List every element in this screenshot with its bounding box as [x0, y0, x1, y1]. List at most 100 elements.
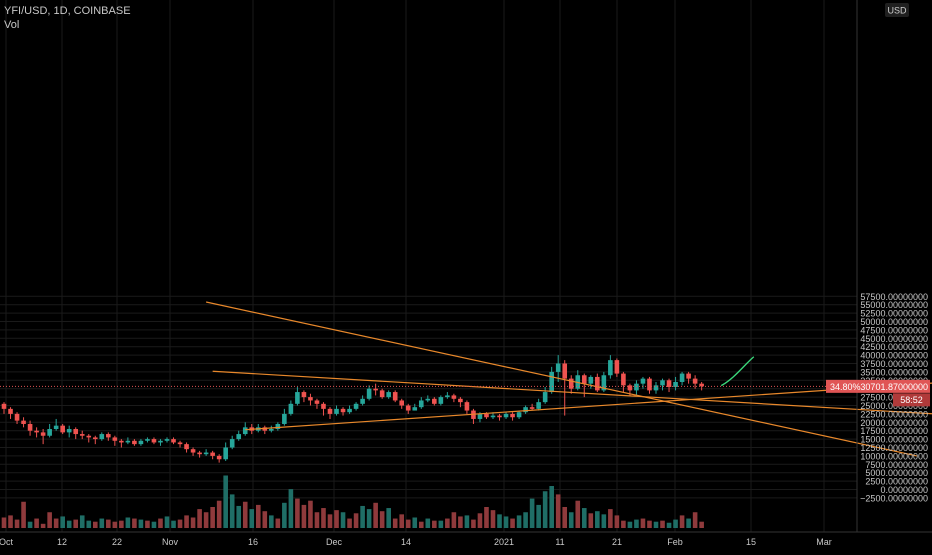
candle-body [327, 408, 333, 414]
volume-bar [568, 512, 574, 528]
volume-bar [236, 505, 242, 528]
volume-bar [549, 486, 554, 528]
candle-body [484, 413, 489, 418]
candle-body [158, 440, 163, 443]
candle-body [425, 398, 431, 401]
price-tick-label: 12500.00000000 [860, 443, 928, 453]
candle-body [647, 378, 652, 391]
candle-body [679, 373, 685, 382]
candle-body [523, 407, 528, 413]
volume-bar [119, 520, 124, 528]
volume-bar [321, 508, 326, 528]
candle-body [21, 420, 26, 424]
volume-bar [595, 511, 600, 528]
grid-layer [0, 0, 857, 532]
candle-body [40, 432, 46, 436]
volume-bar [601, 514, 607, 528]
candle-body [138, 440, 144, 445]
countdown-bg [893, 393, 930, 407]
candle-body [236, 434, 242, 440]
candle-body [516, 412, 522, 418]
volume-bar [301, 504, 307, 528]
candle-body [275, 423, 281, 430]
time-tick-label: 16 [248, 537, 258, 547]
candle-body [595, 376, 600, 391]
volume-bar [686, 518, 691, 528]
volume-bar [399, 514, 405, 528]
time-axis[interactable]: Oct 12 22 Nov 16 Dec 14 2021 11 21 Feb 15 Mar [0, 531, 932, 547]
candle-body [373, 388, 378, 391]
volume-bar [47, 512, 52, 528]
candle-body [177, 442, 183, 445]
volume-bar [92, 521, 98, 528]
countdown-label: 58:52 [900, 395, 923, 405]
currency-badge-text: USD [887, 6, 907, 16]
volume-bar [562, 507, 568, 528]
price-tick-label: 5000.00000000 [865, 468, 928, 478]
candle-body [112, 437, 118, 441]
time-tick-label: Nov [162, 537, 179, 547]
candle-body [106, 434, 111, 438]
volume-bar [373, 502, 378, 528]
candle-body [353, 403, 359, 409]
volume-bar [555, 494, 561, 528]
price-tick-label: 17500.00000000 [860, 426, 928, 436]
price-tick-label: 20000.00000000 [860, 418, 928, 428]
volume-bar [53, 518, 59, 528]
candle-body [334, 408, 339, 414]
volume-bar [79, 515, 85, 528]
price-tick-label: 10000.00000000 [860, 451, 928, 461]
candle-body [549, 371, 554, 393]
volume-bar [112, 521, 118, 528]
volume-bar [145, 520, 150, 528]
volume-bar [497, 514, 502, 528]
volume-bar [249, 509, 255, 528]
candle-body [14, 413, 20, 421]
time-tick-label: 21 [612, 537, 622, 547]
volume-bar [66, 520, 72, 528]
volume-bar [634, 519, 639, 528]
volume-label: Vol [4, 19, 20, 31]
price-tick-label: 42500.00000000 [860, 342, 928, 352]
price-tick-label: 0.00000000 [880, 485, 928, 495]
volume-bar [418, 521, 424, 528]
price-tick-label: 2500.00000000 [865, 477, 928, 487]
volume-bar [432, 520, 437, 528]
volume-bar [640, 518, 646, 528]
time-tick-label: Feb [667, 537, 683, 547]
candle-body [686, 373, 691, 379]
candle-body [262, 427, 268, 431]
price-tick-label: 50000.00000000 [860, 317, 928, 327]
candle-body [601, 375, 607, 391]
candle-body [86, 435, 92, 438]
candle-body [653, 385, 659, 391]
candle-body [634, 383, 639, 391]
volume-bar [21, 501, 26, 528]
volume-bar [132, 518, 137, 528]
volume-bar [151, 521, 157, 528]
volume-bar [106, 519, 111, 528]
candle-body [151, 439, 157, 443]
candle-body [203, 452, 209, 455]
candle-body [34, 430, 39, 433]
chart-header: YFI/USD, 1D, COINBASE Vol [4, 4, 131, 32]
candle-body [301, 392, 307, 398]
volume-bar [334, 510, 339, 528]
candle-body [66, 429, 72, 433]
volume-bar [99, 518, 105, 528]
price-tick-label: 35000.00000000 [860, 367, 928, 377]
candle-body [614, 360, 620, 374]
volume-bar [203, 512, 209, 528]
volume-bar [653, 521, 659, 528]
candle-body [666, 380, 672, 388]
volume-bar [405, 519, 411, 528]
volume-bar [536, 504, 541, 528]
candle-body [288, 403, 294, 414]
price-tick-label: 45000.00000000 [860, 334, 928, 344]
candle-body [490, 415, 496, 418]
price-axis[interactable]: 57500.0000000055000.0000000052500.000000… [856, 0, 928, 532]
candle-body [190, 449, 196, 453]
volume-bar [529, 498, 535, 528]
volume-bar [190, 517, 196, 528]
